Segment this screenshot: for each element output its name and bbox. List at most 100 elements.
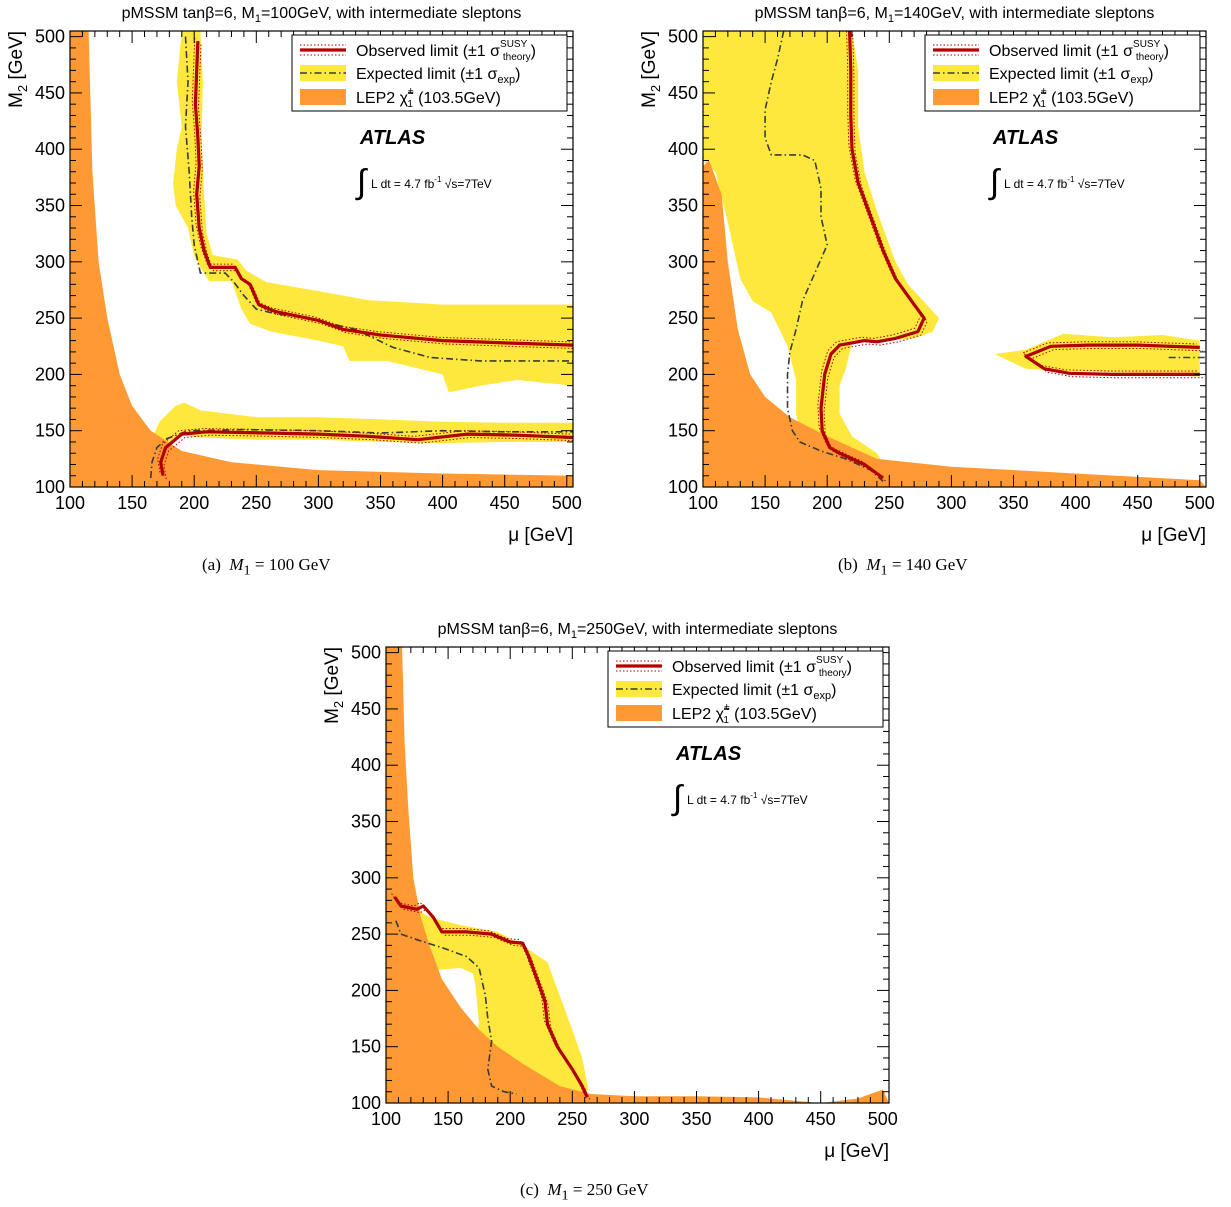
observed-limit-line-1: [1024, 343, 1200, 376]
y-axis-label-sub: 2: [331, 701, 346, 708]
y-axis-label: M2 [GeV]: [6, 31, 30, 108]
legend-entry-expected: Expected limit (±1 σexp): [989, 66, 1153, 86]
caption-c: (c) M1 = 250 GeV: [520, 1180, 649, 1204]
observed-limit-line-0: [819, 31, 926, 480]
observed-theory-down-1: [163, 434, 573, 480]
y-tick-label: 300: [351, 868, 381, 888]
expected-band-0: [386, 894, 589, 1103]
integral-sign: ∫: [988, 163, 1001, 201]
expected-band-1: [142, 402, 573, 487]
legend-entry-close: ): [1164, 43, 1169, 60]
legend: Observed limit (±1 σSUSY theory)Expected …: [924, 34, 1201, 112]
lumi-text: L dt = 4.7 fb: [687, 793, 751, 807]
legend-entry-text: LEP2 χ̃: [672, 706, 730, 723]
legend-expected-band: [933, 65, 979, 81]
lumi-text: L dt = 4.7 fb: [371, 177, 435, 191]
observed-theory-down-1: [1027, 348, 1203, 379]
y-axis-label: M2 [GeV]: [639, 31, 663, 108]
expected-limit-line-0: [395, 920, 517, 1095]
x-tick-label: 450: [1123, 493, 1153, 513]
legend-entry-sub: exp: [497, 74, 515, 86]
chart-title-sub: 1: [571, 629, 577, 641]
legend-entry-text: Observed limit (±1 σ: [672, 659, 816, 676]
chart-svg-b: 100 150 200 250 300 350 400 450 500 100 150 200 250 3…: [639, 5, 1215, 546]
x-tick-label: 350: [681, 1109, 711, 1129]
caption-b: (b) M1 = 140 GeV: [838, 555, 968, 579]
legend-entry-text: LEP2 χ̃: [356, 90, 414, 107]
legend-entry-lep2: LEP2 χ̃± 1 (103.5GeV): [989, 86, 1134, 110]
legend-entry-text: Expected limit (±1 σ: [356, 66, 497, 83]
legend-entry-close: ): [831, 682, 836, 699]
x-tick-label: 350: [365, 493, 395, 513]
x-tick-label: 200: [179, 493, 209, 513]
legend-entry-sub: theory: [819, 668, 847, 679]
legend-entry-text: Expected limit (±1 σ: [989, 66, 1130, 83]
legend-entry-lep2: LEP2 χ̃± 1 (103.5GeV): [356, 86, 501, 110]
y-axis-label-sub: 2: [15, 85, 30, 92]
y-tick-label: 100: [668, 477, 698, 497]
y-tick-label: 450: [351, 699, 381, 719]
y-tick-label: 450: [35, 83, 65, 103]
y-tick-label: 250: [668, 308, 698, 328]
legend-entry-sub: 1: [1040, 99, 1046, 110]
atlas-label: ATLAS: [359, 127, 426, 149]
y-tick-label: 500: [351, 643, 381, 663]
chart-title: pMSSM tanβ=6, M1=100GeV, with intermedia…: [122, 5, 522, 25]
caption-a: (a) M1 = 100 GeV: [202, 555, 331, 579]
legend-entry-sub: exp: [1130, 74, 1148, 86]
legend-expected-band: [616, 681, 662, 697]
legend-lep2-swatch: [616, 705, 662, 721]
legend-entry-observed: Observed limit (±1 σSUSY theory): [672, 655, 852, 679]
chart-title-main: pMSSM tanβ=6, M: [438, 621, 571, 638]
y-tick-label: 400: [35, 139, 65, 159]
chart-title-sub: 1: [255, 13, 261, 25]
y-axis-label-main: M: [322, 708, 343, 724]
x-tick-label: 100: [55, 493, 85, 513]
legend-lep2-swatch: [300, 89, 346, 105]
x-tick-label: 350: [998, 493, 1028, 513]
y-tick-label: 200: [668, 364, 698, 384]
legend-entry-sub: 1: [407, 99, 413, 110]
chart-title-sub: 1: [888, 13, 894, 25]
x-tick-label: 450: [490, 493, 520, 513]
legend-expected-band: [300, 65, 346, 81]
legend-entry-sup: ±: [724, 702, 730, 713]
x-tick-label: 300: [936, 493, 966, 513]
y-axis-label-main: M: [6, 92, 27, 108]
y-axis-label-rest: [GeV]: [6, 31, 27, 85]
lumi-label: L dt = 4.7 fb-1 √s=7TeV: [1004, 175, 1125, 191]
chart-title-rest: =100GeV, with intermediate sleptons: [261, 5, 521, 22]
chart-svg-a: 100 150 200 250 300 350 400 450 500 100 150 200 250 3…: [6, 5, 582, 546]
observed-limit-line-0: [193, 41, 573, 347]
atlas-label: ATLAS: [675, 743, 742, 765]
x-tick-label: 400: [1061, 493, 1091, 513]
lumi-rest: √s=7TeV: [757, 793, 807, 807]
legend-entry-text: LEP2 χ̃: [989, 90, 1047, 107]
x-tick-label: 500: [868, 1109, 898, 1129]
legend-lep2-swatch: [933, 89, 979, 105]
legend-entry-expected: Expected limit (±1 σexp): [356, 66, 520, 86]
x-tick-label: 400: [744, 1109, 774, 1129]
legend: Observed limit (±1 σSUSY theory) Expected …: [291, 34, 568, 112]
chart-title-main: pMSSM tanβ=6, M: [122, 5, 255, 22]
chart-panel-b: 100 150 200 250 300 350 400 450 500 100 150 200 250 3…: [630, 0, 1231, 555]
legend-entry-close: ): [1148, 66, 1153, 83]
y-tick-label: 150: [351, 1037, 381, 1057]
x-tick-label: 500: [552, 493, 582, 513]
legend: Observed limit (±1 σSUSY theory) Expected …: [607, 650, 884, 728]
legend-entry-observed: Observed limit (±1 σSUSY theory): [356, 39, 536, 63]
y-tick-label: 300: [668, 252, 698, 272]
chart-title: pMSSM tanβ=6, M1=140GeV, with intermedia…: [755, 5, 1155, 25]
chart-panel-a: 100 150 200 250 300 350 400 450 500 100 150 200 250 3…: [0, 0, 600, 555]
y-axis-label-main: M: [639, 92, 660, 108]
legend-entry-text: Expected limit (±1 σ: [672, 682, 813, 699]
legend-entry-text: Observed limit (±1 σ: [989, 43, 1133, 60]
axis-ticks: [385, 647, 889, 1104]
lep2-excluded-region: [386, 647, 889, 1103]
y-tick-label: 250: [351, 924, 381, 944]
x-tick-label: 300: [303, 493, 333, 513]
legend-entry-sup: ±: [1041, 86, 1047, 97]
chart-panel-c: 100 150 200 250 300 350 400 450 500 100 150 200 250 3…: [310, 612, 910, 1174]
expected-band-0: [173, 31, 573, 393]
y-tick-label: 300: [35, 252, 65, 272]
